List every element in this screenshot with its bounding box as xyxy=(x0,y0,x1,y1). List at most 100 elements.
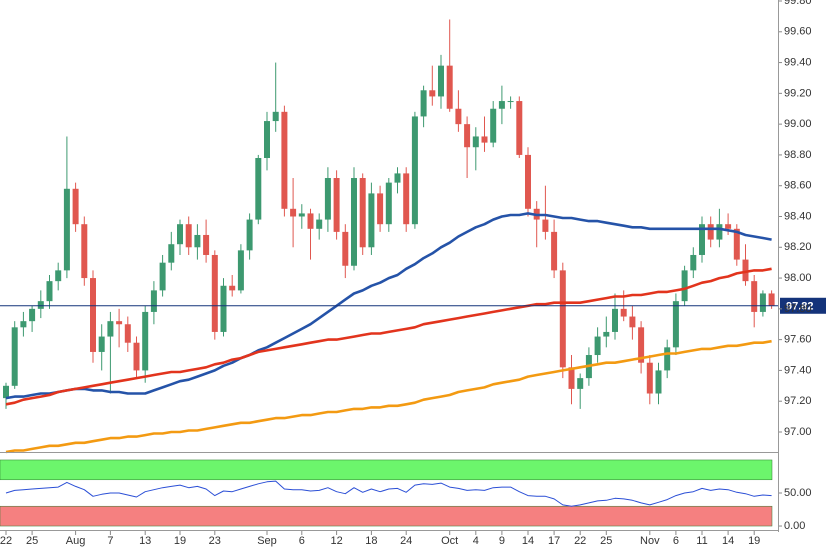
y-tick-label: 98.80 xyxy=(784,149,812,161)
candle-body xyxy=(603,331,610,337)
x-tick-label: 19 xyxy=(748,535,760,547)
x-tick-label: Aug xyxy=(66,535,86,547)
x-tick-label: Oct xyxy=(441,535,458,547)
candle-body xyxy=(20,321,27,328)
candle-body xyxy=(255,158,262,220)
candle-body xyxy=(699,224,705,255)
candle-body xyxy=(568,367,575,389)
indicator-line xyxy=(5,267,772,406)
x-tick-label: 24 xyxy=(400,535,412,547)
candle-body xyxy=(359,178,366,248)
candle-body xyxy=(551,231,558,271)
candle-body xyxy=(11,327,18,386)
y-tick-label: 98.60 xyxy=(784,180,812,192)
candle-body xyxy=(72,188,79,225)
candle-body xyxy=(29,308,36,322)
x-tick-label: 6 xyxy=(673,535,679,547)
price-tag: 97.82 xyxy=(786,301,814,313)
y-tick-label: 99.60 xyxy=(784,26,812,38)
candle-body xyxy=(107,321,114,337)
x-tick-label: 22 xyxy=(0,535,12,547)
y-tick-label: 99.80 xyxy=(784,0,812,7)
y-tick-label: 97.60 xyxy=(784,334,812,346)
candle-body xyxy=(298,213,305,217)
candle-body xyxy=(577,378,584,389)
candle-body xyxy=(403,173,410,225)
candle-body xyxy=(438,65,444,97)
candle-body xyxy=(429,90,436,97)
x-tick-label: 14 xyxy=(722,535,734,547)
y-tick-label: 97.20 xyxy=(784,395,812,407)
x-tick-label: 14 xyxy=(522,535,534,547)
candle-body xyxy=(716,224,723,240)
candle-body xyxy=(525,154,531,209)
candle-body xyxy=(133,342,140,371)
candle-body xyxy=(411,116,418,225)
candle-body xyxy=(90,278,96,352)
candle-body xyxy=(507,101,514,103)
x-tick-label: 25 xyxy=(26,535,38,547)
candle-body xyxy=(168,244,175,263)
candle-body xyxy=(594,336,601,356)
candle-body xyxy=(638,327,645,363)
y-tick-label: 97.00 xyxy=(784,426,812,438)
candle-body xyxy=(733,228,740,260)
candle-body xyxy=(377,193,384,225)
x-tick-label: 19 xyxy=(174,535,186,547)
candle-body xyxy=(316,219,323,229)
candle-body xyxy=(455,108,462,125)
candle-body xyxy=(707,224,714,240)
candle-body xyxy=(246,219,253,251)
candle-body xyxy=(446,65,453,109)
zone-band xyxy=(0,459,773,481)
candle-body xyxy=(220,285,227,332)
candle-body xyxy=(203,234,210,255)
candle-body xyxy=(185,224,192,248)
y-tick-label: 97.40 xyxy=(784,364,812,376)
candle-body xyxy=(481,136,488,143)
candle-body xyxy=(211,254,218,332)
candle-body xyxy=(655,370,662,394)
candle-body xyxy=(290,208,297,217)
y-tick-label: 99.40 xyxy=(784,56,812,68)
candle-body xyxy=(664,347,671,371)
candle-body xyxy=(177,224,183,245)
candle-body xyxy=(681,270,688,302)
y-tick-label: 99.20 xyxy=(784,87,812,99)
x-tick-label: 13 xyxy=(139,535,151,547)
x-tick-label: 25 xyxy=(600,535,612,547)
x-tick-label: Nov xyxy=(640,535,660,547)
price-tag-box xyxy=(780,297,826,314)
candle-body xyxy=(63,188,70,271)
y-tick-label: 98.00 xyxy=(784,272,812,284)
candle-body xyxy=(237,250,244,291)
y-tick-label: 98.40 xyxy=(784,210,812,222)
candle-body xyxy=(742,259,749,282)
candle-body xyxy=(194,234,201,248)
x-tick-label: 12 xyxy=(330,535,342,547)
candle-body xyxy=(272,111,279,122)
candle-body xyxy=(759,293,766,312)
candle-body xyxy=(516,101,523,155)
x-tick-label: 6 xyxy=(299,535,305,547)
x-tick-label: 9 xyxy=(499,535,505,547)
candle-body xyxy=(620,308,627,317)
candle-body xyxy=(46,281,53,302)
candle-body xyxy=(307,213,314,229)
candle-body xyxy=(37,301,44,309)
candle-body xyxy=(490,108,497,143)
y-tick-label: 99.00 xyxy=(784,118,812,130)
candle-body xyxy=(3,385,9,399)
y-tick-label: 97.80 xyxy=(784,303,812,315)
candle-body xyxy=(281,111,288,209)
y-tick-label: 50.00 xyxy=(784,487,812,499)
candle-body xyxy=(385,182,392,225)
candle-body xyxy=(690,254,697,271)
candle-body xyxy=(342,231,349,266)
candle-body xyxy=(420,90,427,117)
candle-body xyxy=(142,311,149,371)
candle-body xyxy=(559,270,566,368)
